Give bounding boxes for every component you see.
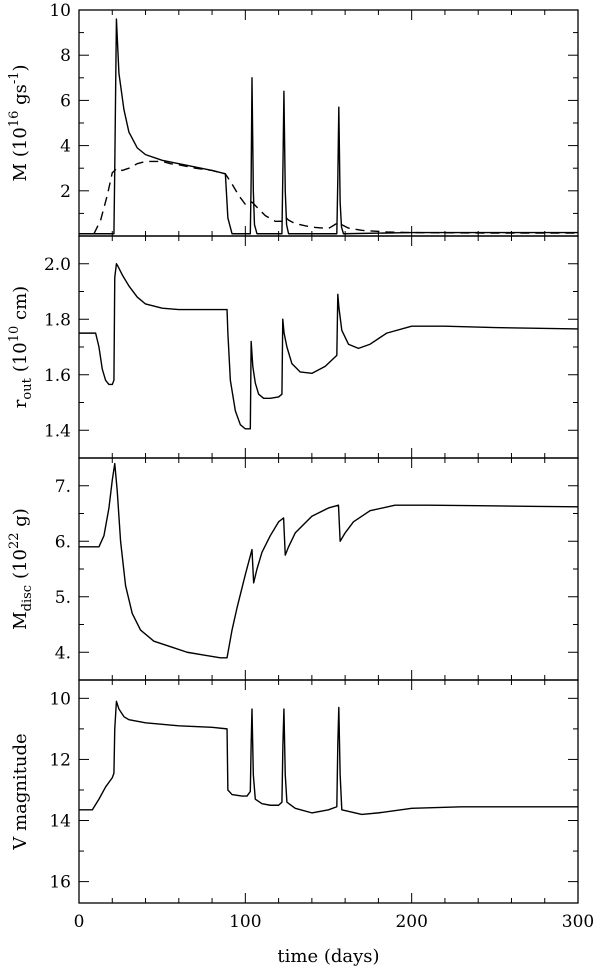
panel-vmag: 10 12 14 160 100 200 300 time (days) V magnitude	[10, 679, 594, 967]
series-line-dashed	[93, 160, 578, 235]
series-line-solid	[79, 700, 578, 816]
y-tick-label: 4.	[55, 643, 71, 663]
y-axis-label: M(1016 gs-1)	[7, 64, 31, 181]
panel-frame	[78, 679, 579, 904]
y-tick-label: 10	[49, 689, 71, 709]
y-tick-label: 1.8	[44, 310, 71, 330]
y-axis-label: rout(1010 cm)	[7, 286, 35, 408]
x-axis-label: time (days)	[277, 946, 379, 967]
series-line-solid	[79, 263, 578, 430]
panel-frame	[78, 235, 579, 459]
y-tick-label: 1.4	[44, 421, 71, 441]
series-line-solid	[79, 462, 578, 659]
y-tick-label: 4	[60, 137, 71, 157]
y-tick-label: 2	[60, 182, 71, 202]
x-tick-label: 200	[395, 912, 427, 932]
x-tick-label: 0	[74, 912, 85, 932]
y-tick-label: 2.0	[44, 255, 71, 275]
y-axis-label: V magnitude	[10, 733, 31, 850]
y-tick-label: 8	[60, 46, 71, 66]
panel-frame	[78, 9, 579, 237]
y-tick-label: 5.	[55, 588, 71, 608]
panel-mdisc: 4. 5. 6. 7. Mdisc(1022 g)	[7, 457, 579, 681]
x-tick-label: 300	[562, 912, 594, 932]
y-tick-label: 16	[49, 873, 71, 893]
y-axis-label: Mdisc(1022 g)	[7, 508, 35, 630]
y-tick-label: 7.	[55, 477, 71, 497]
panel-rout: 1.4 1.6 1.8 2.0 rout(1010 cm)	[7, 235, 579, 459]
y-tick-label: 1.6	[44, 366, 71, 386]
y-tick-label: 14	[49, 812, 71, 832]
y-tick-label: 10	[49, 1, 71, 21]
panel-mdot: 2 4 6 8 10 M(1016 gs-1)	[7, 1, 579, 237]
series-line-solid	[79, 18, 578, 235]
y-tick-label: 12	[49, 750, 71, 770]
panel-frame	[78, 457, 579, 681]
y-tick-label: 6.	[55, 532, 71, 552]
y-tick-label: 6	[60, 91, 71, 111]
x-tick-label: 100	[229, 912, 261, 932]
